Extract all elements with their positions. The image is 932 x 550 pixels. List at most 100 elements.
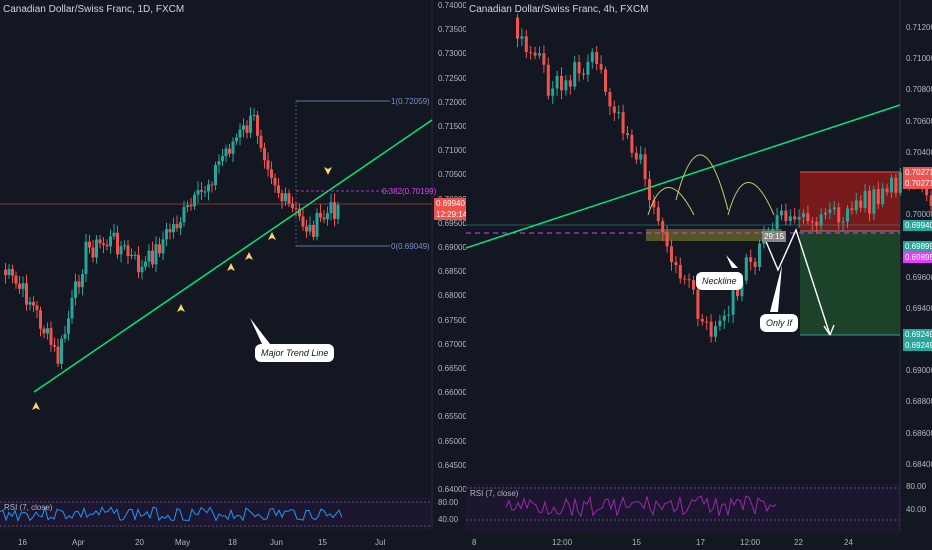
right-time-axis-label: 12:00 [552, 538, 573, 547]
candle-body [270, 169, 273, 178]
candle-body [70, 297, 74, 319]
candle-body [524, 36, 528, 53]
fib-label-1: 1(0.72059) [391, 97, 430, 106]
candle-body [863, 190, 867, 208]
candle-body [301, 216, 305, 227]
candle-body [643, 154, 647, 180]
stop-loss-zone[interactable] [800, 172, 900, 231]
left-time-axis-label: 16 [18, 538, 27, 547]
left-price-axis-label: 0.68000 [438, 291, 466, 301]
candle-body [25, 283, 28, 305]
candle-body [151, 250, 154, 265]
left-price-axis-label: 0.72500 [438, 73, 466, 83]
candle-body [665, 232, 669, 247]
candle-body [200, 190, 203, 192]
candle-body [806, 213, 810, 222]
candle-body [4, 269, 7, 276]
candle-body [872, 189, 876, 214]
left-chart-pane[interactable]: Canadian Dollar/Swiss Franc, 1D, FXCM 0.… [0, 0, 466, 550]
candle-body [214, 164, 217, 186]
right-rsi-background [466, 484, 900, 532]
candle-body [656, 207, 660, 222]
candle-body [595, 51, 599, 64]
candle-body [312, 224, 315, 237]
left-price-axis-label: 0.73000 [438, 49, 466, 59]
candle-body [263, 147, 266, 161]
candle-body [133, 254, 137, 256]
only-if-callout[interactable]: Only If [760, 314, 799, 332]
candle-body [140, 266, 144, 273]
left-current-price-tag: 0.69940 [434, 198, 466, 209]
take-profit-zone[interactable] [800, 231, 900, 335]
candle-body [154, 244, 158, 265]
candle-body [885, 188, 889, 193]
candle-body [98, 239, 102, 244]
left-rsi-line [0, 505, 343, 522]
right-tag-neckline: 0.69895 [903, 252, 932, 263]
candle-body [266, 160, 270, 170]
major-trend-line-callout[interactable]: Major Trend Line [255, 344, 335, 362]
left-price-axis-label: 0.71000 [438, 146, 466, 156]
candle-body [674, 262, 678, 265]
candle-body [784, 210, 788, 221]
candle-body [828, 209, 832, 213]
neckline-zone[interactable] [646, 229, 782, 241]
candle-body [102, 243, 105, 245]
candle-body [577, 62, 581, 74]
candle-body [39, 310, 42, 329]
candle-body [797, 216, 801, 220]
candle-body [172, 224, 175, 233]
left-price-axis-label: 0.65500 [438, 412, 466, 422]
candle-body [634, 152, 638, 160]
right-current-price-tag: 0.69940 [903, 220, 932, 231]
only-if-callout-pointer [770, 265, 782, 312]
candle-body [727, 314, 731, 316]
right-tag-target-2: 0.69249 [903, 340, 932, 351]
candle-body [322, 217, 326, 220]
candle-body [881, 188, 885, 205]
arrow-up-icon [227, 263, 235, 271]
candle-body [608, 91, 612, 107]
candle-body [709, 321, 713, 337]
candle-body [749, 257, 753, 262]
arrow-down-icon [324, 167, 332, 175]
right-chart-canvas[interactable] [466, 0, 932, 550]
neckline-callout[interactable]: Neckline [696, 272, 743, 290]
candle-body [670, 246, 673, 263]
candle-body [235, 137, 238, 142]
fib-label-0: 0(0.69049) [391, 242, 430, 251]
candle-body [586, 61, 590, 75]
left-time-axis-label: Apr [72, 538, 85, 547]
candle-body [815, 221, 819, 226]
candle-body [217, 161, 221, 165]
major-trend-line[interactable] [33, 119, 433, 393]
left-rsi-80: 80.00 [438, 498, 459, 507]
right-chart-pane[interactable]: Canadian Dollar/Swiss Franc, 4h, FXCM 0.… [466, 0, 932, 550]
left-time-axis-label: Jun [270, 538, 283, 547]
candle-body [700, 318, 704, 322]
right-tag-entry: 0.69899 [903, 241, 932, 252]
candle-body [333, 202, 336, 219]
right-time-axis-label: 12:00 [740, 538, 761, 547]
left-price-axis-label: 0.72000 [438, 97, 466, 107]
right-tag-target: 0.69249 [903, 329, 932, 340]
candle-body [74, 281, 77, 298]
candle-body [714, 326, 717, 337]
right-tag-stop-2: 0.70271 [903, 178, 932, 189]
candle-body [158, 244, 161, 254]
right-time-axis-label: 8 [472, 538, 477, 547]
candle-body [168, 229, 172, 233]
candle-body [291, 203, 294, 209]
candle-body [810, 221, 814, 223]
left-chart-canvas[interactable] [0, 0, 466, 550]
candle-body [189, 205, 193, 207]
candle-body [841, 221, 845, 223]
callout-pointer [250, 318, 270, 344]
candle-body [617, 112, 621, 114]
candle-body [193, 194, 196, 207]
right-time-axis-label: 24 [844, 538, 853, 547]
